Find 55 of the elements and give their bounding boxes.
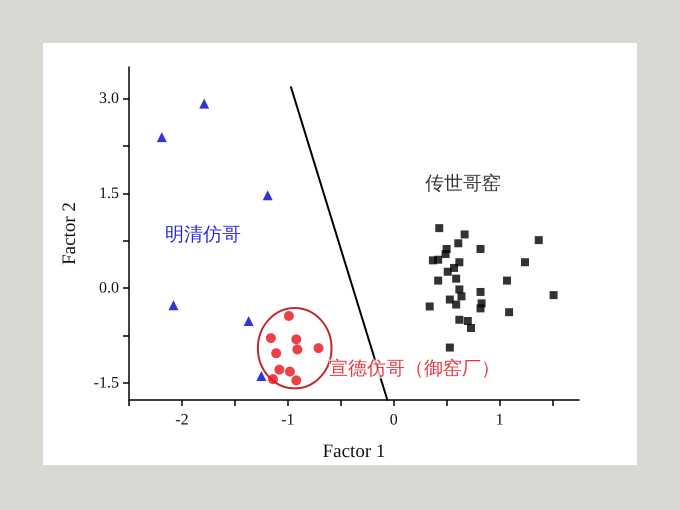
y-tick-label: 1.5 [99,184,119,202]
y-tick-label: 3.0 [99,90,119,108]
point [550,291,558,300]
point [476,288,485,296]
x-axis-title: Factor 1 [322,441,386,462]
point [268,374,278,384]
point [274,364,284,375]
x-tick-label: -1 [281,412,294,428]
point [435,224,444,232]
point [464,317,472,326]
point [457,292,466,300]
y-tick-label: -1.5 [94,374,119,392]
point [284,366,295,377]
point [454,239,462,248]
point [467,324,475,332]
point [271,348,282,358]
point [291,375,302,386]
point [476,244,485,253]
x-tick-label: -2 [175,412,189,428]
point [442,250,450,258]
point [476,304,485,312]
point [446,344,454,352]
point [503,276,511,285]
point [291,334,302,344]
point [534,236,543,244]
point [455,285,464,294]
point [434,256,442,264]
point [452,300,460,309]
point [256,370,266,381]
point [262,190,273,200]
y-tick-label: 0.0 [99,280,119,297]
point [314,343,324,354]
point [199,98,210,109]
point [244,316,254,326]
annotation: 宣德仿哥（御窑厂） [329,358,500,380]
point [284,310,294,321]
y-axis-title: Factor 2 [59,202,80,265]
point [460,230,469,238]
point [446,296,454,304]
point [266,333,276,344]
point [434,276,442,285]
point [452,274,460,283]
annotation: 明清仿哥 [165,224,241,246]
point [505,308,514,316]
x-tick-label: 0 [390,412,398,428]
point [444,268,452,276]
point [521,258,529,266]
point [292,344,302,354]
point [168,300,178,310]
point [455,316,464,324]
point [426,302,434,310]
point [455,258,464,266]
annotation: 传世哥窑 [425,172,501,194]
point [156,132,167,142]
x-tick-label: 1 [496,412,504,428]
